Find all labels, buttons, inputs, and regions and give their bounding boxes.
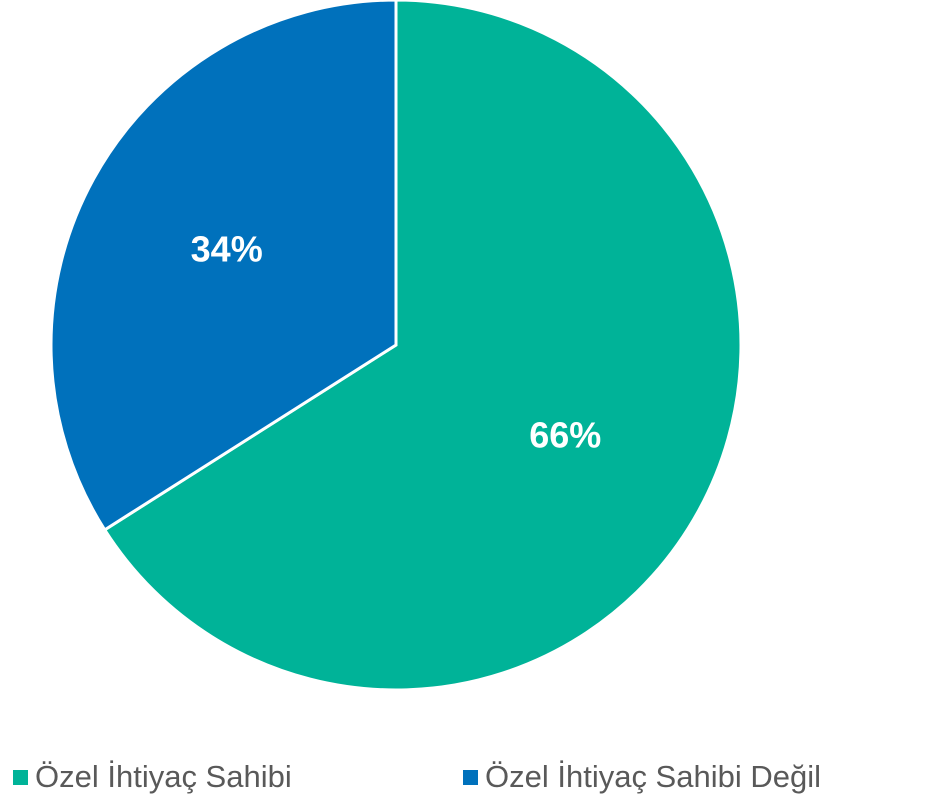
pie-slice [102,0,743,692]
legend-label: Özel İhtiyaç Sahibi Değil [485,759,821,794]
value-label: 66% [529,415,601,456]
legend-label: Özel İhtiyaç Sahibi [35,759,292,794]
legend-swatch [13,770,28,785]
value-label: 34% [191,228,263,269]
pie-slice [49,0,398,532]
legend-swatch [463,770,478,785]
